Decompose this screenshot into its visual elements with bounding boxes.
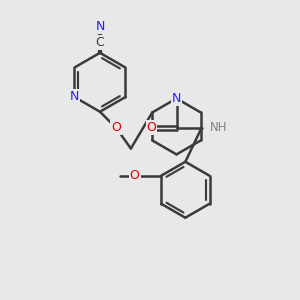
Text: O: O bbox=[146, 122, 156, 134]
Text: O: O bbox=[130, 169, 140, 182]
Text: N: N bbox=[172, 92, 181, 105]
Text: N: N bbox=[95, 20, 105, 33]
Text: NH: NH bbox=[210, 122, 228, 134]
Text: C: C bbox=[96, 36, 104, 49]
Text: O: O bbox=[111, 122, 121, 134]
Text: N: N bbox=[70, 91, 79, 103]
